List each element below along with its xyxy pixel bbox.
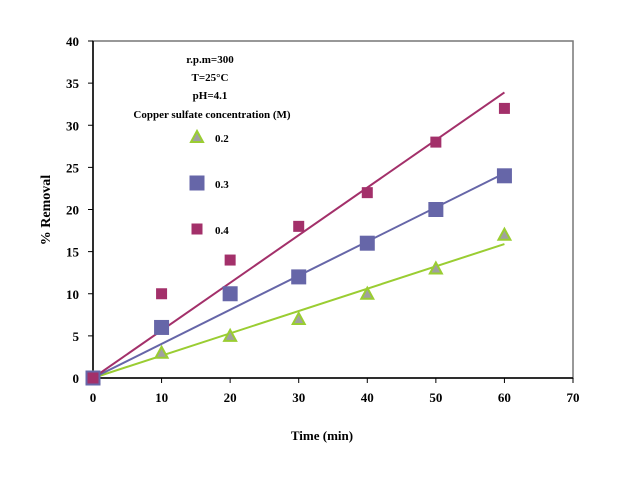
x-tick-label: 60 (498, 390, 511, 405)
y-tick-label: 30 (66, 118, 79, 133)
legend-marker-0.4 (191, 223, 203, 235)
data-point-0.2 (291, 310, 307, 326)
x-axis-label: Time (min) (291, 428, 353, 443)
data-point-0.4 (361, 187, 373, 199)
data-point-0.2 (359, 285, 375, 300)
data-point-0.4 (430, 136, 442, 148)
x-tick-label: 30 (292, 390, 305, 405)
x-tick-label: 10 (155, 390, 168, 405)
legend-label-0.2: 0.2 (215, 133, 229, 145)
data-point-0.4 (293, 220, 305, 232)
y-tick-label: 35 (66, 76, 80, 91)
data-point-0.2 (496, 226, 513, 241)
trendline-0.4 (92, 91, 505, 379)
legend: 0.2 0.3 0.4 (189, 128, 229, 237)
legend-label-0.4: 0.4 (215, 225, 229, 237)
legend-marker-0.2 (189, 128, 205, 143)
data-point-0.2 (153, 344, 170, 359)
legend-marker-0.3 (189, 175, 205, 191)
annotation-rpm: r.p.m=300 (186, 54, 234, 66)
legend-title: Copper sulfate concentration (M) (133, 109, 290, 121)
y-tick-label: 15 (66, 245, 80, 260)
trendlines (92, 91, 505, 379)
x-tick-label: 40 (361, 390, 374, 405)
x-tick-label: 50 (429, 390, 442, 405)
x-tick-label: 20 (224, 390, 237, 405)
data-point-0.3 (222, 286, 238, 302)
x-tick-label: 70 (567, 390, 580, 405)
y-axis-label: % Removal (39, 175, 54, 245)
data-point-0.3 (154, 319, 170, 335)
data-point-0.4 (498, 102, 510, 114)
legend-label-0.3: 0.3 (215, 179, 229, 191)
y-tick-label: 25 (66, 160, 80, 175)
data-point-0.4 (87, 372, 99, 384)
y-tick-label: 5 (73, 329, 80, 344)
data-point-0.3 (291, 269, 307, 285)
data-point-0.3 (359, 235, 375, 251)
data-point-0.3 (496, 168, 512, 184)
data-points (85, 102, 513, 386)
x-tick-label: 0 (90, 390, 97, 405)
data-point-0.2 (222, 327, 238, 342)
data-point-0.4 (224, 254, 236, 266)
annotation-ph: pH=4.1 (193, 90, 228, 102)
y-tick-label: 0 (73, 371, 80, 386)
y-tick-label: 20 (66, 203, 79, 218)
data-point-0.2 (428, 260, 444, 275)
y-tick-label: 40 (66, 34, 79, 49)
annotation-temperature: T=25°C (192, 72, 229, 84)
axis-ticks: 0 10 20 30 40 50 60 70 0 5 10 15 20 25 30 35 40 (66, 34, 580, 405)
data-point-0.3 (428, 202, 444, 217)
y-tick-label: 10 (66, 287, 79, 302)
data-point-0.4 (156, 288, 168, 300)
